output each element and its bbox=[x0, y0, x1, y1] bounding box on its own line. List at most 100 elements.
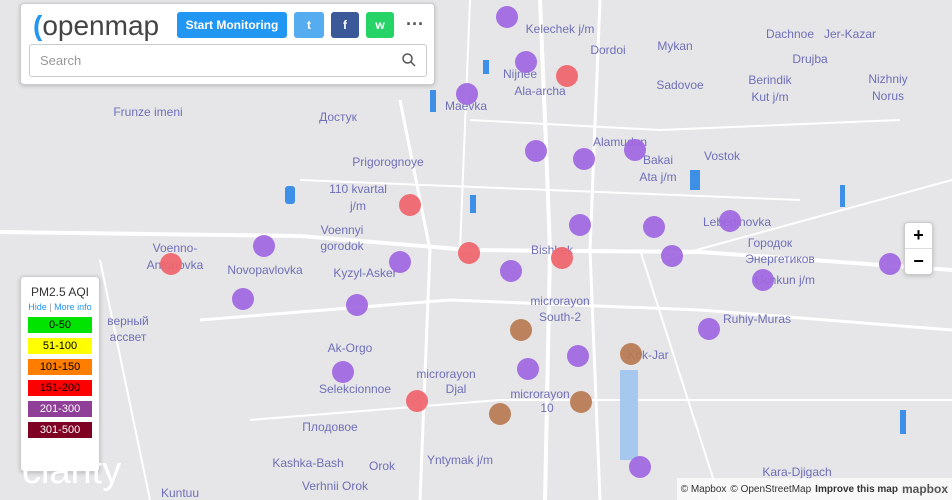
legend-swatch: 201-300 bbox=[28, 401, 92, 417]
more-info-link[interactable]: More info bbox=[54, 302, 92, 312]
place-label: microrayon bbox=[416, 367, 475, 381]
sensor-marker[interactable] bbox=[556, 65, 578, 87]
sensor-marker[interactable] bbox=[573, 148, 595, 170]
hide-link[interactable]: Hide bbox=[28, 302, 47, 312]
place-label: Norus bbox=[872, 89, 904, 103]
place-label: Bakai bbox=[643, 153, 673, 167]
sensor-marker[interactable] bbox=[160, 253, 182, 275]
more-menu[interactable]: ··· bbox=[406, 14, 424, 34]
sensor-marker[interactable] bbox=[232, 288, 254, 310]
place-label: Достук bbox=[319, 110, 358, 124]
place-label: South-2 bbox=[539, 310, 581, 324]
sensor-marker[interactable] bbox=[253, 235, 275, 257]
place-label: Verhnii Orok bbox=[302, 479, 369, 493]
place-label: Novopavlovka bbox=[227, 263, 303, 277]
facebook-button[interactable]: f bbox=[331, 12, 359, 38]
place-label: Frunze imeni bbox=[113, 105, 182, 119]
sensor-marker[interactable] bbox=[879, 253, 901, 275]
sensor-marker[interactable] bbox=[399, 194, 421, 216]
place-label: Dordoi bbox=[590, 43, 625, 57]
water bbox=[285, 60, 906, 460]
place-label: Kara-Djigach bbox=[762, 465, 831, 479]
sensor-marker[interactable] bbox=[456, 83, 478, 105]
sensor-marker[interactable] bbox=[406, 390, 428, 412]
mapbox-credit[interactable]: © Mapbox bbox=[680, 483, 727, 495]
sensor-marker[interactable] bbox=[515, 51, 537, 73]
place-label: gorodok bbox=[320, 239, 364, 253]
sensor-marker[interactable] bbox=[551, 247, 573, 269]
place-label: Энергетиков bbox=[745, 252, 815, 266]
sensor-marker[interactable] bbox=[496, 6, 518, 28]
sensor-marker[interactable] bbox=[569, 214, 591, 236]
place-label: Sadovoe bbox=[656, 78, 704, 92]
place-label: Mykan bbox=[657, 39, 692, 53]
sensor-marker[interactable] bbox=[500, 260, 522, 282]
place-label: Orok bbox=[369, 459, 396, 473]
separator: | bbox=[49, 302, 52, 312]
top-panel: (openmap Start Monitoring t f w ··· Sear… bbox=[20, 3, 435, 85]
place-label: Berindik bbox=[748, 73, 792, 87]
sensor-marker[interactable] bbox=[643, 216, 665, 238]
search-box[interactable]: Search bbox=[29, 44, 427, 77]
sensor-marker[interactable] bbox=[389, 251, 411, 273]
legend-title: PM2.5 AQI bbox=[30, 285, 90, 299]
sensor-marker[interactable] bbox=[517, 358, 539, 380]
sensor-marker[interactable] bbox=[332, 361, 354, 383]
place-label: Dachnoe bbox=[766, 27, 814, 41]
place-label: Kyzyl-Asker bbox=[333, 266, 396, 280]
place-label: 10 bbox=[540, 401, 554, 415]
osm-credit[interactable]: © OpenStreetMap bbox=[730, 483, 812, 495]
sensor-marker[interactable] bbox=[489, 403, 511, 425]
sensor-marker[interactable] bbox=[624, 139, 646, 161]
brand-logo: clarity bbox=[22, 450, 121, 493]
legend-swatch: 301-500 bbox=[28, 422, 92, 438]
place-label: 110 kvartal bbox=[329, 182, 387, 196]
sensor-marker[interactable] bbox=[620, 343, 642, 365]
brand-text: clarity bbox=[22, 450, 122, 492]
logo-text: openmap bbox=[42, 10, 160, 41]
start-monitoring-button[interactable]: Start Monitoring bbox=[177, 12, 287, 38]
improve-link[interactable]: Improve this map bbox=[815, 483, 898, 495]
sensor-marker[interactable] bbox=[719, 210, 741, 232]
place-label: Kuntuu bbox=[161, 486, 199, 500]
sensor-marker[interactable] bbox=[752, 269, 774, 291]
aqi-legend: PM2.5 AQI Hide | More info 0-50 51-100 101… bbox=[20, 276, 100, 472]
sensor-marker[interactable] bbox=[458, 242, 480, 264]
sensor-marker[interactable] bbox=[510, 319, 532, 341]
place-label: Ak-Orgo bbox=[328, 341, 373, 355]
place-label: Ruhiy-Muras bbox=[723, 312, 791, 326]
mapbox-logo: mapbox bbox=[901, 482, 948, 496]
search-placeholder: Search bbox=[40, 53, 82, 68]
place-label: Vostok bbox=[704, 149, 741, 163]
place-label: Prigorognoye bbox=[352, 155, 424, 169]
place-label: Kut j/m bbox=[751, 90, 788, 104]
place-label: microrayon bbox=[530, 294, 589, 308]
place-label: Nizhniy bbox=[868, 72, 907, 86]
sensor-marker[interactable] bbox=[661, 245, 683, 267]
logo: (openmap bbox=[33, 10, 160, 41]
sensor-marker[interactable] bbox=[567, 345, 589, 367]
place-label: Kelechek j/m bbox=[526, 22, 595, 36]
sensor-marker[interactable] bbox=[346, 294, 368, 316]
legend-swatch: 101-150 bbox=[28, 359, 92, 375]
place-label: Плодовое bbox=[302, 420, 358, 434]
place-label: Voenno- bbox=[153, 241, 198, 255]
legend-swatch: 151-200 bbox=[28, 380, 92, 396]
twitter-button[interactable]: t bbox=[294, 12, 324, 38]
zoom-out[interactable]: − bbox=[913, 251, 924, 271]
sensor-marker[interactable] bbox=[525, 140, 547, 162]
place-label: Yntymak j/m bbox=[427, 453, 493, 467]
zoom-controls: + − bbox=[904, 222, 933, 275]
zoom-in[interactable]: + bbox=[905, 223, 932, 249]
sensor-marker[interactable] bbox=[629, 456, 651, 478]
sensor-marker[interactable] bbox=[698, 318, 720, 340]
place-label: Voennyi bbox=[321, 223, 364, 237]
sensor-marker[interactable] bbox=[570, 391, 592, 413]
whatsapp-button[interactable]: w bbox=[366, 12, 394, 38]
place-label: Jer-Kazar bbox=[824, 27, 876, 41]
place-label: Maevka bbox=[445, 99, 487, 113]
place-label: Ata j/m bbox=[639, 170, 676, 184]
